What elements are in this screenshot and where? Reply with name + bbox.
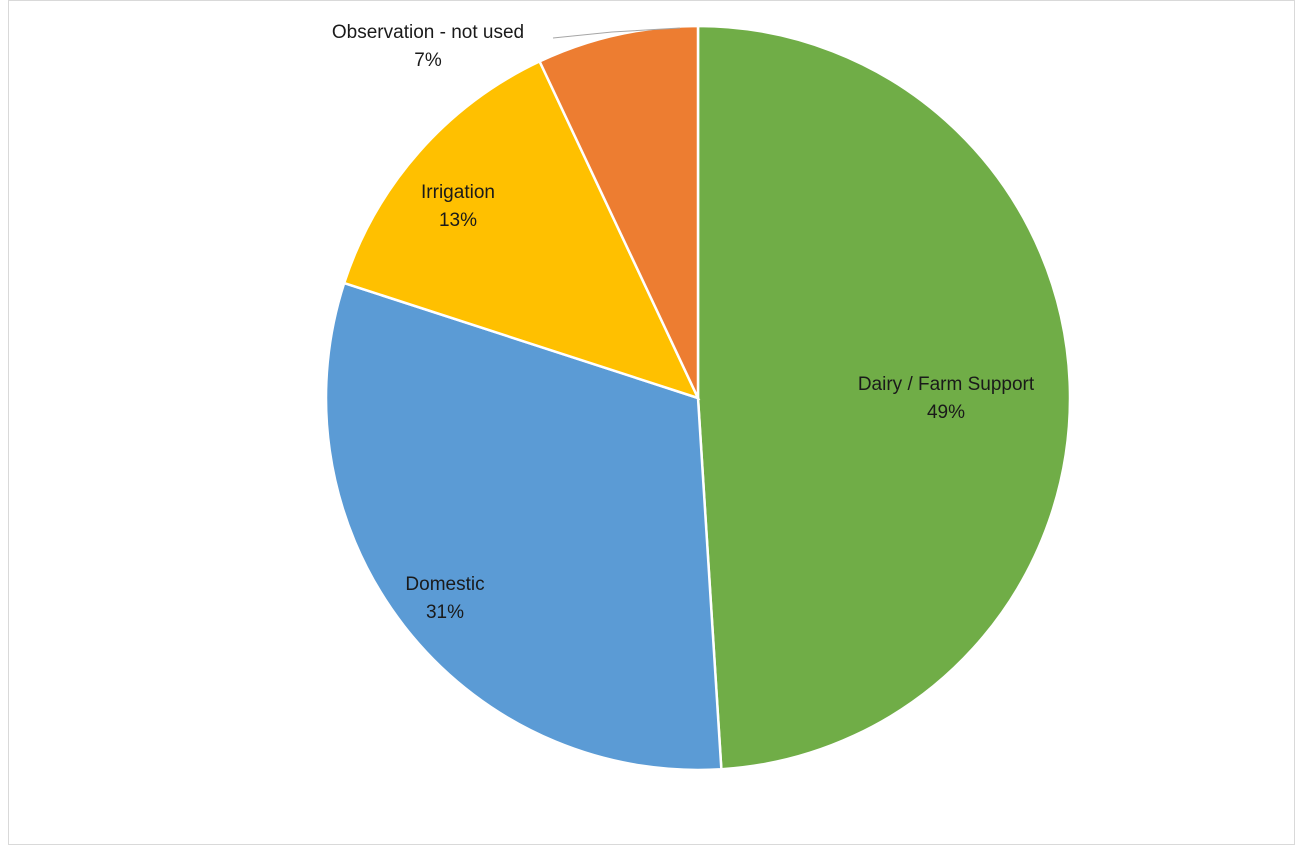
data-label-percent: 49% — [927, 402, 965, 423]
data-label-category: Dairy / Farm Support — [858, 374, 1035, 395]
data-label-category: Domestic — [405, 574, 484, 595]
pie-labels: Dairy / Farm Support 49% Domestic 31% Irriga… — [332, 22, 1035, 623]
pie-slice-dairy-farm-support — [696, 24, 1072, 771]
data-label-percent: 31% — [426, 602, 464, 623]
pie-slice-irrigation — [342, 59, 701, 401]
data-label-category: Irrigation — [421, 182, 495, 203]
pie-slices — [324, 24, 1072, 772]
pie-slice-observation-not-used — [537, 24, 700, 399]
label-leader-line — [552, 27, 681, 39]
pie-slice-domestic — [324, 281, 723, 772]
data-label-percent: 7% — [414, 50, 442, 71]
data-label-percent: 13% — [439, 210, 477, 231]
data-label-category: Observation - not used — [332, 22, 524, 43]
